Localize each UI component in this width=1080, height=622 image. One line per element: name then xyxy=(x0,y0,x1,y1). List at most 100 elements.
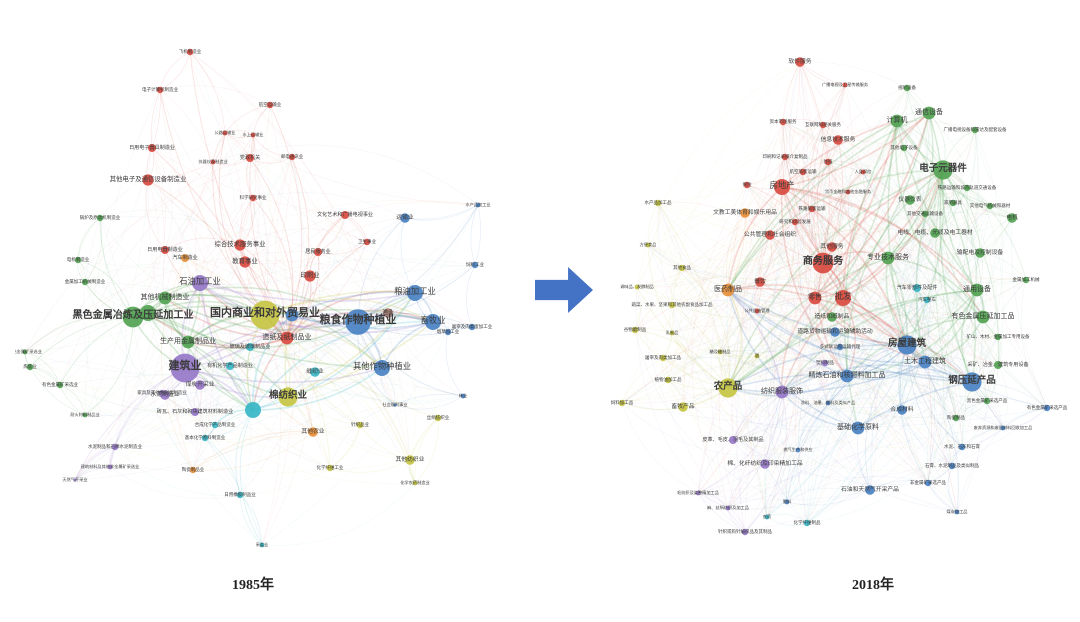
graph-edge xyxy=(727,287,816,299)
graph-edge xyxy=(808,161,829,404)
graph-node xyxy=(245,402,261,418)
graph-edge xyxy=(161,392,416,484)
graph-edge xyxy=(621,357,664,404)
graph-edge xyxy=(59,314,266,389)
graph-edge xyxy=(838,87,908,299)
graph-edge xyxy=(739,391,783,533)
graph-edge xyxy=(794,161,829,223)
graph-edge xyxy=(822,124,926,363)
graph-edge xyxy=(939,169,973,383)
graph-edge xyxy=(194,314,293,413)
graph-node xyxy=(631,326,639,334)
graph-edge xyxy=(781,391,859,429)
graph-edge xyxy=(782,121,918,289)
graph-edge xyxy=(99,216,434,323)
graph-edge xyxy=(329,424,361,469)
graph-node xyxy=(1007,213,1017,223)
graph-edge xyxy=(164,204,479,396)
graph-node xyxy=(717,349,723,355)
graph-edge xyxy=(636,187,968,288)
graph-edge xyxy=(192,431,314,471)
graph-edge xyxy=(756,355,903,411)
graph-edge xyxy=(997,364,1008,429)
graph-edge xyxy=(857,336,999,429)
graph-edge xyxy=(667,360,1004,429)
graph-node xyxy=(781,153,789,161)
graph-edge xyxy=(662,356,859,429)
graph-node xyxy=(900,144,908,152)
graph-node xyxy=(249,194,257,202)
graph-edge xyxy=(831,246,999,366)
graph-edge xyxy=(184,257,314,433)
graph-edge xyxy=(927,289,978,484)
graph-edge xyxy=(799,61,843,348)
graph-node xyxy=(930,228,940,238)
graph-edge xyxy=(414,417,439,484)
graph-edge xyxy=(235,409,254,496)
graph-node xyxy=(821,359,829,367)
graph-edge xyxy=(264,298,434,323)
graph-edge xyxy=(822,262,929,484)
graph-edge xyxy=(781,186,999,366)
graph-edge xyxy=(657,202,816,299)
graph-edge xyxy=(827,161,963,448)
graph-node xyxy=(881,251,895,265)
graph-edge xyxy=(732,316,984,441)
graph-edge xyxy=(869,232,936,491)
graph-edge xyxy=(114,446,241,496)
graph-edge xyxy=(869,480,929,491)
graph-node xyxy=(678,264,686,272)
graph-edge xyxy=(109,441,331,469)
graph-edge xyxy=(974,129,1013,219)
graph-edge xyxy=(727,343,908,389)
graph-edge xyxy=(192,431,314,471)
graph-edge xyxy=(782,121,871,491)
graph-edge xyxy=(727,61,801,389)
graph-edge xyxy=(846,359,926,377)
graph-edge xyxy=(621,402,684,410)
graph-edge xyxy=(924,316,984,363)
graph-edge xyxy=(744,156,808,533)
graph-edge xyxy=(74,330,449,481)
graph-edge xyxy=(224,132,243,246)
graph-edge xyxy=(831,316,953,467)
graph-edge xyxy=(719,351,929,484)
graph-edge xyxy=(795,246,833,524)
graph-edge xyxy=(839,299,928,348)
graph-edge xyxy=(344,214,473,328)
graph-edge xyxy=(814,120,898,299)
graph-edge xyxy=(189,51,268,316)
graph-edge xyxy=(906,129,976,346)
graph-edge xyxy=(756,279,1027,327)
graph-edge xyxy=(286,319,473,339)
graph-node xyxy=(952,414,960,422)
graph-node xyxy=(913,284,921,292)
graph-edge xyxy=(132,264,476,335)
node-layer xyxy=(618,57,1051,536)
graph-edge xyxy=(766,262,828,518)
graph-edge xyxy=(147,179,219,426)
graph-node xyxy=(842,82,848,88)
graph-edge xyxy=(786,449,799,503)
graph-node xyxy=(304,270,316,282)
graph-node xyxy=(201,434,209,442)
graph-edge xyxy=(842,187,968,299)
graph-edge xyxy=(897,287,929,484)
graph-edge xyxy=(636,61,801,288)
graph-edge xyxy=(214,415,314,433)
graph-edge xyxy=(634,286,642,331)
graph-edge xyxy=(952,202,981,254)
graph-node xyxy=(958,443,966,451)
graph-edge xyxy=(199,282,254,411)
graph-edge xyxy=(764,463,808,524)
graph-edge xyxy=(667,356,988,402)
graph-edge xyxy=(822,262,1004,429)
graph-edge xyxy=(74,446,116,481)
edge-layer xyxy=(621,61,1048,533)
graph-edge xyxy=(404,204,479,221)
graph-edge xyxy=(317,241,368,255)
graph-edge xyxy=(239,244,288,339)
graph-edge xyxy=(827,217,1013,404)
graph-edge xyxy=(199,134,260,386)
graph-edge xyxy=(782,121,1048,409)
